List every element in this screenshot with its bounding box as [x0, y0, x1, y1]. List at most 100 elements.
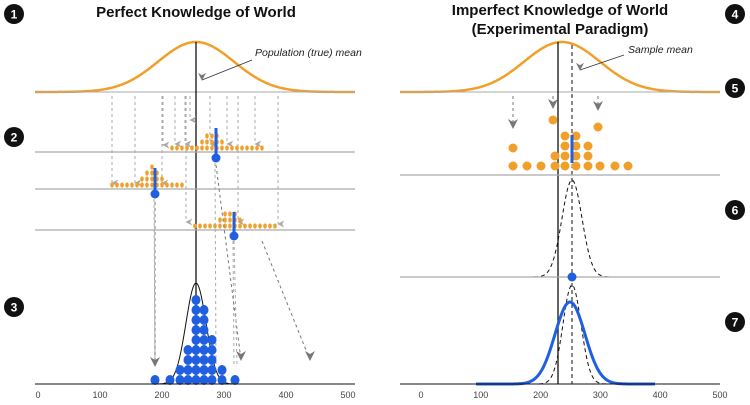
dot	[560, 151, 570, 161]
dot	[623, 161, 633, 171]
annotation: Sample mean	[628, 44, 693, 56]
x-tick-label: 100	[473, 390, 488, 400]
sample-dot	[245, 145, 249, 151]
mean-dot	[191, 365, 201, 375]
mean-drop	[214, 162, 217, 367]
sample-dot	[180, 182, 184, 188]
x-tick-label: 400	[278, 390, 293, 400]
mean-dot	[217, 375, 227, 385]
mean-dot	[191, 295, 201, 305]
step-number: 6	[732, 204, 739, 218]
sample-mean-bar	[153, 168, 157, 191]
sample-dot	[185, 145, 189, 151]
sample-dot	[190, 145, 194, 151]
sample-dot	[208, 223, 212, 229]
x-tick-label: 0	[35, 390, 40, 400]
mean-dot	[199, 315, 209, 325]
sample-dot	[205, 145, 209, 151]
step-badge	[725, 200, 745, 220]
population-curve	[35, 40, 355, 94]
drop-arrow	[215, 164, 246, 361]
step-badge	[725, 312, 745, 332]
panel-title: (Experimental Paradigm)	[472, 21, 649, 38]
sample-dot	[205, 133, 209, 139]
drop-arrow	[233, 240, 238, 367]
sample-dot	[160, 182, 164, 188]
sample-dot	[140, 176, 144, 182]
panel-title: Imperfect Knowledge of World	[452, 2, 668, 19]
panel-title: Perfect Knowledge of World	[96, 4, 296, 21]
sample-dot	[135, 182, 139, 188]
sample-dot	[150, 176, 154, 182]
step-number: 5	[732, 82, 739, 96]
dot	[595, 161, 605, 171]
sample-dot	[203, 223, 207, 229]
sample-dot	[145, 176, 149, 182]
mean-dot	[191, 305, 201, 315]
sample-dot	[223, 211, 227, 217]
mean-dot	[191, 325, 201, 335]
mean-dot	[199, 345, 209, 355]
sample-dot	[220, 145, 224, 151]
sample-dot	[200, 145, 204, 151]
sample-dot	[175, 182, 179, 188]
drop-arrow	[261, 240, 315, 361]
sample-dot	[273, 223, 277, 229]
sample-dot	[195, 145, 199, 151]
sample-dot	[268, 223, 272, 229]
x-tick-label: 500	[340, 390, 355, 400]
mean-dot	[150, 375, 160, 385]
sample-dot	[115, 182, 119, 188]
sample-dot	[263, 223, 267, 229]
x-tick-label: 0	[418, 390, 423, 400]
mean-dot	[207, 365, 217, 375]
dot	[610, 161, 620, 171]
dot	[593, 122, 603, 132]
sample-dot	[258, 223, 262, 229]
sample-dot	[225, 145, 229, 151]
dot	[508, 161, 518, 171]
sample-dot	[210, 145, 214, 151]
mean-dot	[165, 375, 175, 385]
x-tick-label: 100	[92, 390, 107, 400]
dot	[560, 131, 570, 141]
sample-dot	[125, 182, 129, 188]
x-tick-label: 300	[593, 390, 608, 400]
dot	[571, 161, 581, 171]
sample-dot	[210, 139, 214, 145]
sample-dot	[228, 211, 232, 217]
dot	[571, 131, 581, 141]
dot	[229, 231, 239, 241]
step-badge	[4, 127, 24, 147]
sample-dot	[205, 139, 209, 145]
sample-dot	[145, 182, 149, 188]
mean-dot	[199, 305, 209, 315]
sample-dot	[230, 145, 234, 151]
sample-dot	[238, 217, 242, 223]
sample-dot	[210, 133, 214, 139]
mean-dot	[199, 355, 209, 365]
sample-dot	[228, 223, 232, 229]
dot	[550, 161, 560, 171]
mean-drop	[153, 198, 156, 367]
mean-dot	[191, 375, 201, 385]
sample-dot	[120, 182, 124, 188]
estimated-sampling-curve	[476, 300, 655, 386]
step-number: 2	[11, 131, 18, 145]
dot	[567, 272, 577, 282]
dot	[508, 143, 518, 153]
x-tick-label: 300	[216, 390, 231, 400]
step-badge	[4, 4, 24, 24]
annotation: Population (true) mean	[255, 47, 362, 59]
sample-dot	[165, 182, 169, 188]
dot	[522, 161, 532, 171]
sample-dot	[218, 217, 222, 223]
sample-dot	[253, 223, 257, 229]
mean-dot	[230, 375, 240, 385]
mean-dot	[191, 335, 201, 345]
step-badge	[4, 297, 24, 317]
x-tick-label: 200	[154, 390, 169, 400]
sample-dot	[110, 182, 114, 188]
mean-dot	[207, 335, 217, 345]
mean-dot	[183, 365, 193, 375]
